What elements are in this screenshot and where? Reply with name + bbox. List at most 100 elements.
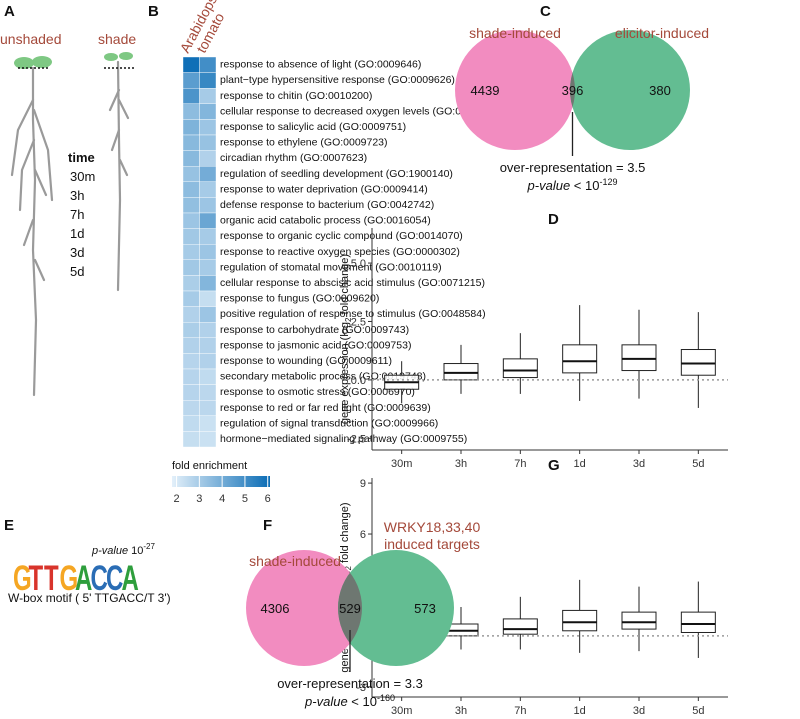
go-term: secondary metabolic process (GO:0019748) [220,371,426,383]
go-term: response to ethylene (GO:0009723) [220,137,388,149]
time-point: 3d [70,245,84,260]
heat-cell [182,306,200,323]
p-exponent: -160 [377,693,395,703]
go-term: response to wounding (GO:0009611) [220,355,392,367]
p-label: p-value [527,178,571,193]
heat-cell [182,275,200,292]
seedling-shade [104,52,133,292]
heat-cell [182,197,200,214]
go-term: response to reactive oxygen species (GO:… [220,246,460,258]
count: 4306 [261,601,290,616]
y-tick-label: -2.5 [347,433,366,445]
time-point: 7h [70,207,84,222]
heat-cell [182,290,200,307]
colorbar-tick-label: 5 [242,493,248,505]
colorbar-tick-label: 4 [219,493,225,505]
heat-cell [199,337,217,354]
p-value: p-value < 10-129 [527,177,618,193]
heat-cell [182,415,200,432]
x-tick-label: 3d [633,458,645,470]
box [621,344,657,372]
p-label: p-value [304,694,348,709]
heat-cell [199,56,217,73]
panel-label: G [548,457,560,474]
panel-label: C [540,3,551,20]
go-term: response to red or far red light (GO:000… [220,402,431,414]
time-point: 5d [70,264,84,279]
set-label: shade-induced [249,553,341,569]
y-tick-label: 0.0 [351,375,366,387]
x-tick-label: 1d [574,705,586,717]
y-tick-label: 2.5 [351,316,366,328]
p-value: p-value 10-27 [91,542,155,557]
logo-letter: A [122,560,139,598]
panel-label: A [4,3,15,20]
heat-cell [182,228,200,245]
go-term: defense response to bacterium (GO:004274… [220,199,434,211]
heat-cell [199,134,217,151]
heat-cell [199,87,217,104]
time-point: 1d [70,226,84,241]
y-label-part: fold change) [339,254,351,318]
p-value: p-value < 10-160 [304,693,395,709]
box [443,363,479,381]
heat-cell [182,87,200,104]
panel-label: D [548,211,559,228]
go-term: plant−type hypersensitive response (GO:0… [220,74,455,86]
heat-cell [182,119,200,136]
box [502,618,538,635]
go-term: circadian rhythm (GO:0007623) [220,152,367,164]
heat-cell [199,259,217,276]
y-axis-label: gene expression (log2 fold change) [339,254,353,424]
go-term: response to salicylic acid (GO:0009751) [220,121,406,133]
heat-cell [199,306,217,323]
seedling-unshaded [10,56,54,397]
heat-cell [182,400,200,417]
time-point: 30m [70,169,95,184]
go-term: response to water deprivation (GO:000941… [220,183,428,195]
x-tick-label: 3h [455,458,467,470]
go-term: cellular response to abscisic acid stimu… [220,277,485,289]
x-tick-label: 3d [633,705,645,717]
motif-caption: W-box motif ( 5' TTGACC/T 3') [8,591,171,605]
heat-cell [182,165,200,182]
x-tick-label: 30m [391,705,412,717]
set-circle [246,550,362,666]
set-label: induced targets [384,536,480,552]
y-tick-label: 5.0 [351,258,366,270]
heat-cell [182,243,200,260]
go-term: response to organic cyclic compound (GO:… [220,230,463,242]
heat-cell [182,322,200,339]
colorbar-tick-label: 6 [265,493,271,505]
box [562,344,598,374]
set-label: shade-induced [469,25,561,41]
heat-cell [199,181,217,198]
box [680,349,716,376]
panel-label: E [4,517,14,534]
heat-cell [199,290,217,307]
go-term: regulation of signal transduction (GO:00… [220,417,438,429]
heat-cell [199,243,217,260]
panel-label: F [263,517,272,534]
heat-cell [199,72,217,89]
heat-cell [182,384,200,401]
logo-letter: G [13,560,32,598]
heat-cell [199,415,217,432]
heat-cell [199,212,217,229]
x-tick-label: 7h [514,705,526,717]
condition-label: unshaded [0,31,62,47]
heat-cell [199,353,217,370]
count: 380 [649,83,671,98]
x-tick-label: 1d [574,458,586,470]
p-relation: < 10 [348,694,377,709]
heat-cell [182,431,200,448]
heat-cell [199,368,217,385]
heat-cell [199,165,217,182]
heat-cell [182,353,200,370]
set-label: WRKY18,33,40 [384,519,481,535]
go-term: response to fungus (GO:0009620) [220,293,379,305]
x-tick-label: 30m [391,458,412,470]
go-term: response to osmotic stress (GO:0006970) [220,386,415,398]
y-tick-label: 9 [360,478,366,490]
box [502,358,538,379]
